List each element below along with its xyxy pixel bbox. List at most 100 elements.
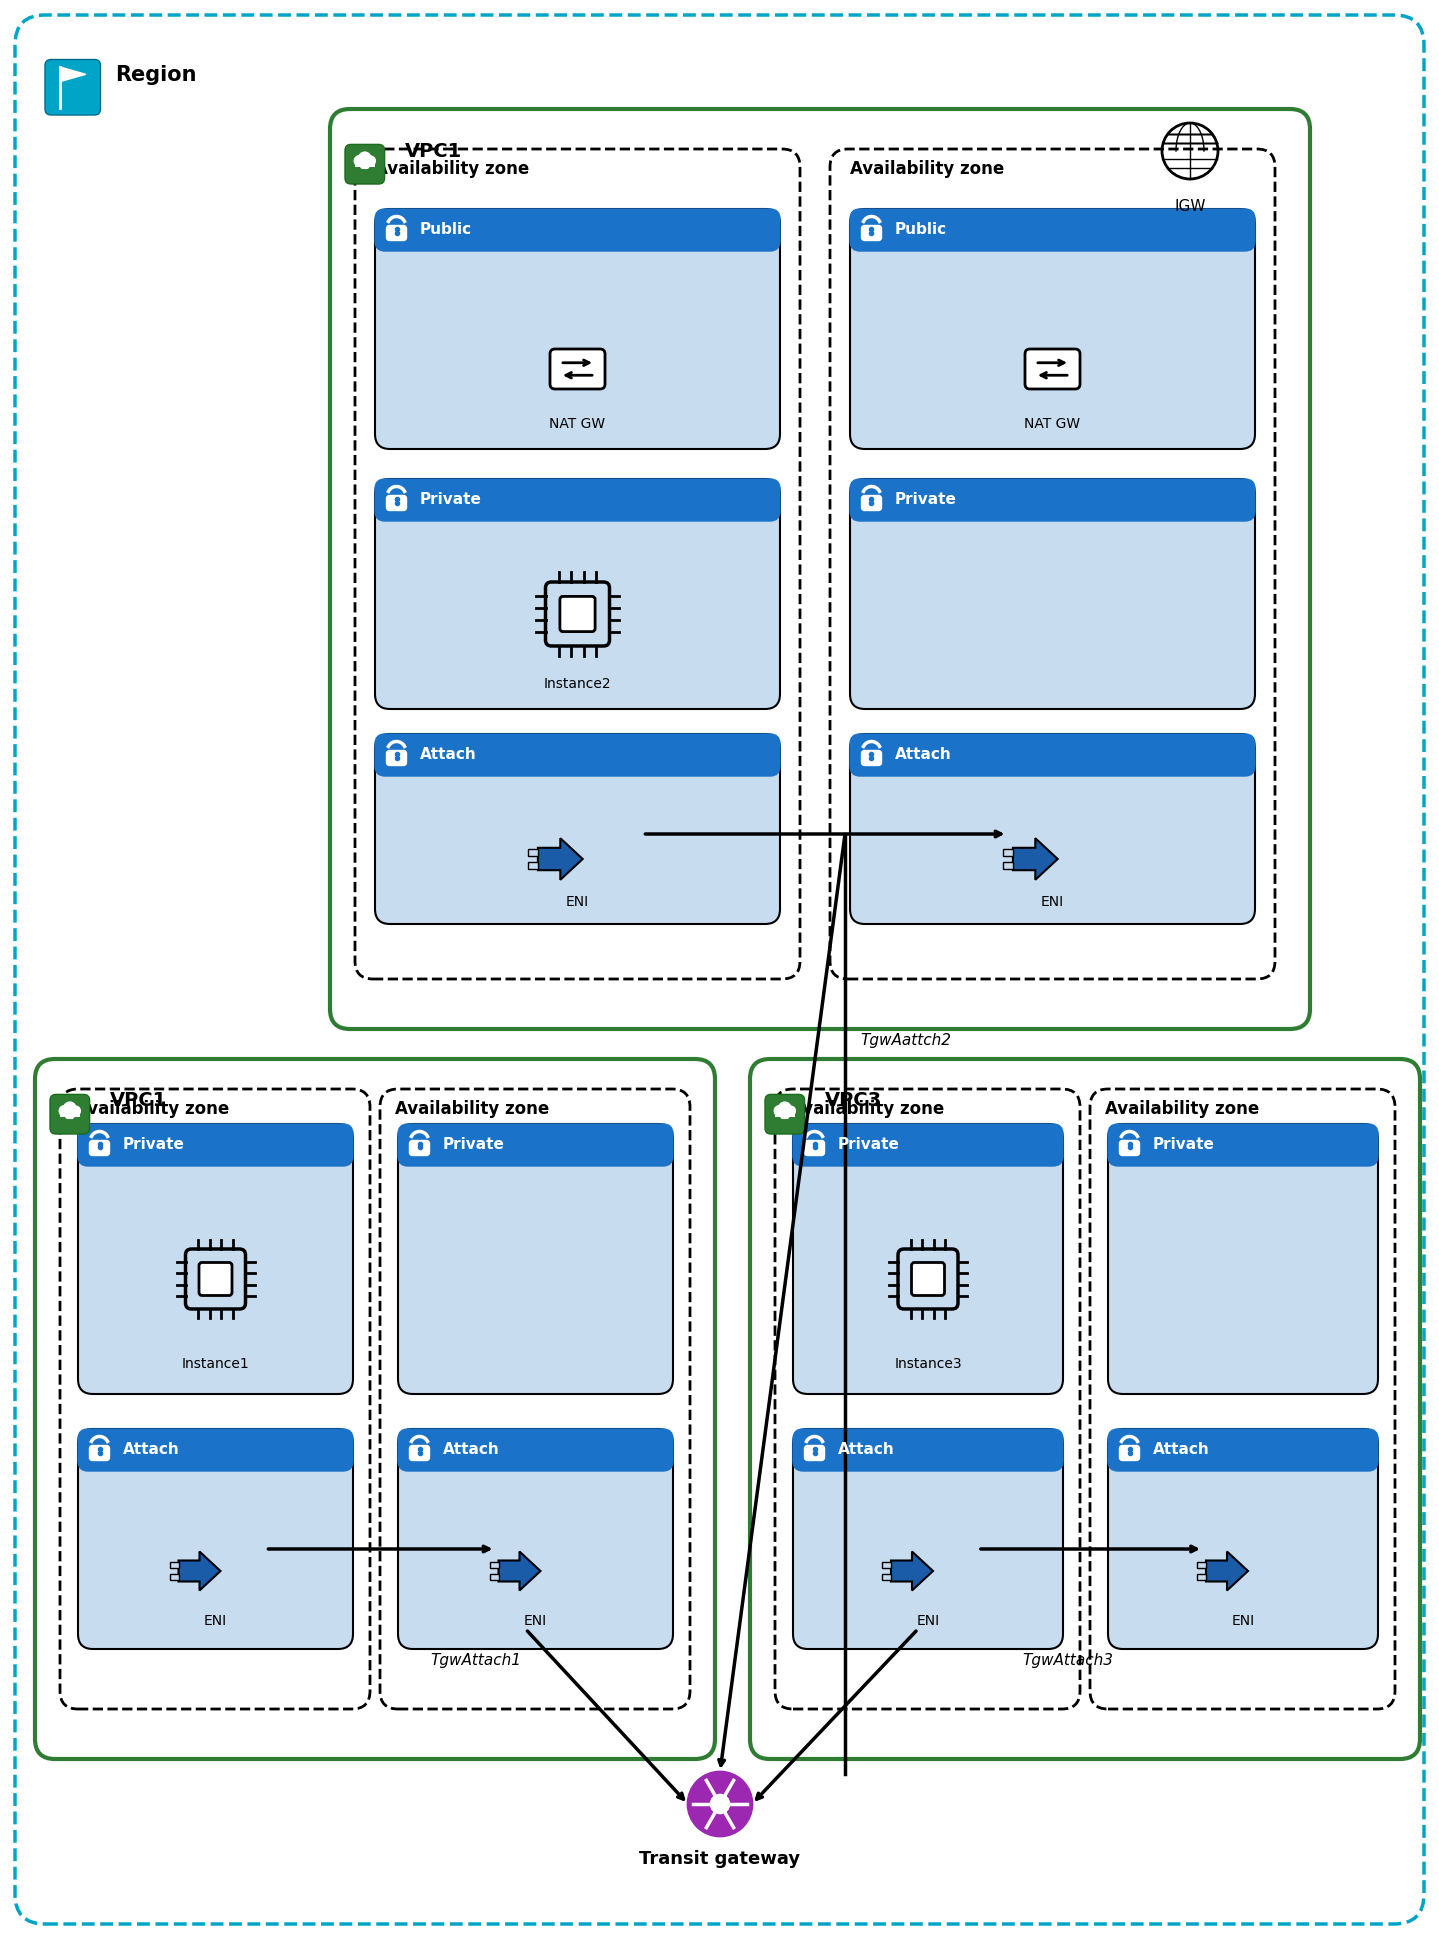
Circle shape bbox=[71, 1107, 81, 1117]
Text: Region: Region bbox=[115, 65, 197, 84]
FancyBboxPatch shape bbox=[855, 739, 888, 772]
FancyBboxPatch shape bbox=[83, 1434, 117, 1467]
FancyBboxPatch shape bbox=[83, 1128, 117, 1162]
Text: Attach: Attach bbox=[122, 1442, 180, 1457]
Circle shape bbox=[366, 157, 376, 167]
FancyBboxPatch shape bbox=[376, 735, 780, 925]
FancyBboxPatch shape bbox=[387, 750, 406, 766]
Circle shape bbox=[59, 1105, 71, 1117]
FancyBboxPatch shape bbox=[380, 214, 413, 247]
Text: Availability zone: Availability zone bbox=[75, 1101, 229, 1119]
Text: Instance1: Instance1 bbox=[181, 1358, 249, 1371]
FancyBboxPatch shape bbox=[862, 496, 882, 511]
FancyBboxPatch shape bbox=[59, 1109, 81, 1117]
FancyBboxPatch shape bbox=[1108, 1124, 1379, 1395]
Text: Availability zone: Availability zone bbox=[790, 1101, 944, 1119]
Polygon shape bbox=[498, 1552, 541, 1591]
Circle shape bbox=[63, 1103, 76, 1115]
Text: ENI: ENI bbox=[204, 1614, 227, 1628]
Text: ENI: ENI bbox=[524, 1614, 547, 1628]
Text: TgwAttach1: TgwAttach1 bbox=[430, 1653, 521, 1669]
FancyBboxPatch shape bbox=[1108, 1428, 1379, 1471]
Circle shape bbox=[688, 1773, 753, 1836]
FancyBboxPatch shape bbox=[45, 59, 101, 116]
FancyBboxPatch shape bbox=[1112, 1434, 1145, 1467]
FancyBboxPatch shape bbox=[399, 1124, 673, 1166]
Polygon shape bbox=[178, 1552, 220, 1591]
FancyBboxPatch shape bbox=[1112, 1128, 1145, 1162]
FancyBboxPatch shape bbox=[850, 210, 1255, 449]
FancyBboxPatch shape bbox=[170, 1573, 178, 1581]
Circle shape bbox=[786, 1107, 796, 1117]
Circle shape bbox=[354, 155, 366, 167]
Polygon shape bbox=[1013, 838, 1058, 880]
FancyBboxPatch shape bbox=[78, 1428, 353, 1649]
FancyBboxPatch shape bbox=[399, 1428, 673, 1471]
FancyBboxPatch shape bbox=[528, 850, 538, 856]
FancyBboxPatch shape bbox=[399, 1124, 673, 1395]
FancyBboxPatch shape bbox=[345, 145, 384, 184]
FancyBboxPatch shape bbox=[850, 480, 1255, 709]
FancyBboxPatch shape bbox=[793, 1124, 1063, 1395]
Text: ENI: ENI bbox=[917, 1614, 940, 1628]
FancyBboxPatch shape bbox=[799, 1128, 830, 1162]
Polygon shape bbox=[60, 67, 86, 82]
FancyBboxPatch shape bbox=[850, 735, 1255, 925]
FancyBboxPatch shape bbox=[376, 735, 780, 776]
FancyBboxPatch shape bbox=[376, 480, 780, 521]
FancyBboxPatch shape bbox=[793, 1124, 1063, 1166]
Text: TgwAattch2: TgwAattch2 bbox=[861, 1034, 951, 1048]
FancyBboxPatch shape bbox=[750, 1060, 1420, 1759]
Text: VPC1: VPC1 bbox=[404, 141, 462, 161]
FancyBboxPatch shape bbox=[850, 210, 1255, 251]
Polygon shape bbox=[891, 1552, 932, 1591]
FancyBboxPatch shape bbox=[898, 1250, 958, 1309]
FancyBboxPatch shape bbox=[1120, 1446, 1140, 1461]
FancyBboxPatch shape bbox=[78, 1428, 353, 1471]
FancyBboxPatch shape bbox=[1197, 1561, 1206, 1567]
Text: ENI: ENI bbox=[1040, 895, 1063, 909]
Text: TgwAttach3: TgwAttach3 bbox=[1023, 1653, 1114, 1669]
Text: Instance2: Instance2 bbox=[544, 678, 612, 692]
FancyBboxPatch shape bbox=[66, 1113, 73, 1119]
Text: Private: Private bbox=[443, 1138, 505, 1152]
Text: Attach: Attach bbox=[420, 748, 476, 762]
Text: Availability zone: Availability zone bbox=[850, 161, 1004, 178]
Text: Private: Private bbox=[895, 492, 957, 507]
Polygon shape bbox=[1206, 1552, 1248, 1591]
Text: Availability zone: Availability zone bbox=[1105, 1101, 1259, 1119]
Circle shape bbox=[774, 1105, 784, 1117]
FancyBboxPatch shape bbox=[545, 582, 610, 646]
Text: VPC3: VPC3 bbox=[825, 1091, 882, 1111]
FancyBboxPatch shape bbox=[330, 110, 1309, 1028]
FancyBboxPatch shape bbox=[399, 1428, 673, 1649]
FancyBboxPatch shape bbox=[186, 1250, 246, 1309]
FancyBboxPatch shape bbox=[489, 1561, 498, 1567]
FancyBboxPatch shape bbox=[882, 1561, 891, 1567]
Text: Public: Public bbox=[895, 223, 947, 237]
FancyBboxPatch shape bbox=[410, 1446, 429, 1461]
Text: NAT GW: NAT GW bbox=[550, 417, 606, 431]
FancyBboxPatch shape bbox=[528, 862, 538, 868]
FancyBboxPatch shape bbox=[882, 1573, 891, 1581]
FancyBboxPatch shape bbox=[799, 1434, 830, 1467]
FancyBboxPatch shape bbox=[35, 1060, 715, 1759]
FancyBboxPatch shape bbox=[376, 210, 780, 449]
Text: Transit gateway: Transit gateway bbox=[639, 1849, 800, 1869]
FancyBboxPatch shape bbox=[804, 1140, 825, 1156]
FancyBboxPatch shape bbox=[550, 349, 604, 390]
FancyBboxPatch shape bbox=[89, 1446, 109, 1461]
FancyBboxPatch shape bbox=[1003, 862, 1013, 868]
FancyBboxPatch shape bbox=[50, 1095, 89, 1134]
FancyBboxPatch shape bbox=[89, 1140, 109, 1156]
FancyBboxPatch shape bbox=[855, 214, 888, 247]
FancyBboxPatch shape bbox=[766, 1095, 804, 1134]
Text: Instance3: Instance3 bbox=[894, 1358, 961, 1371]
Text: Attach: Attach bbox=[1153, 1442, 1210, 1457]
FancyBboxPatch shape bbox=[376, 210, 780, 251]
FancyBboxPatch shape bbox=[170, 1561, 178, 1567]
FancyBboxPatch shape bbox=[793, 1428, 1063, 1471]
FancyBboxPatch shape bbox=[781, 1113, 789, 1119]
FancyBboxPatch shape bbox=[380, 739, 413, 772]
FancyBboxPatch shape bbox=[793, 1428, 1063, 1649]
